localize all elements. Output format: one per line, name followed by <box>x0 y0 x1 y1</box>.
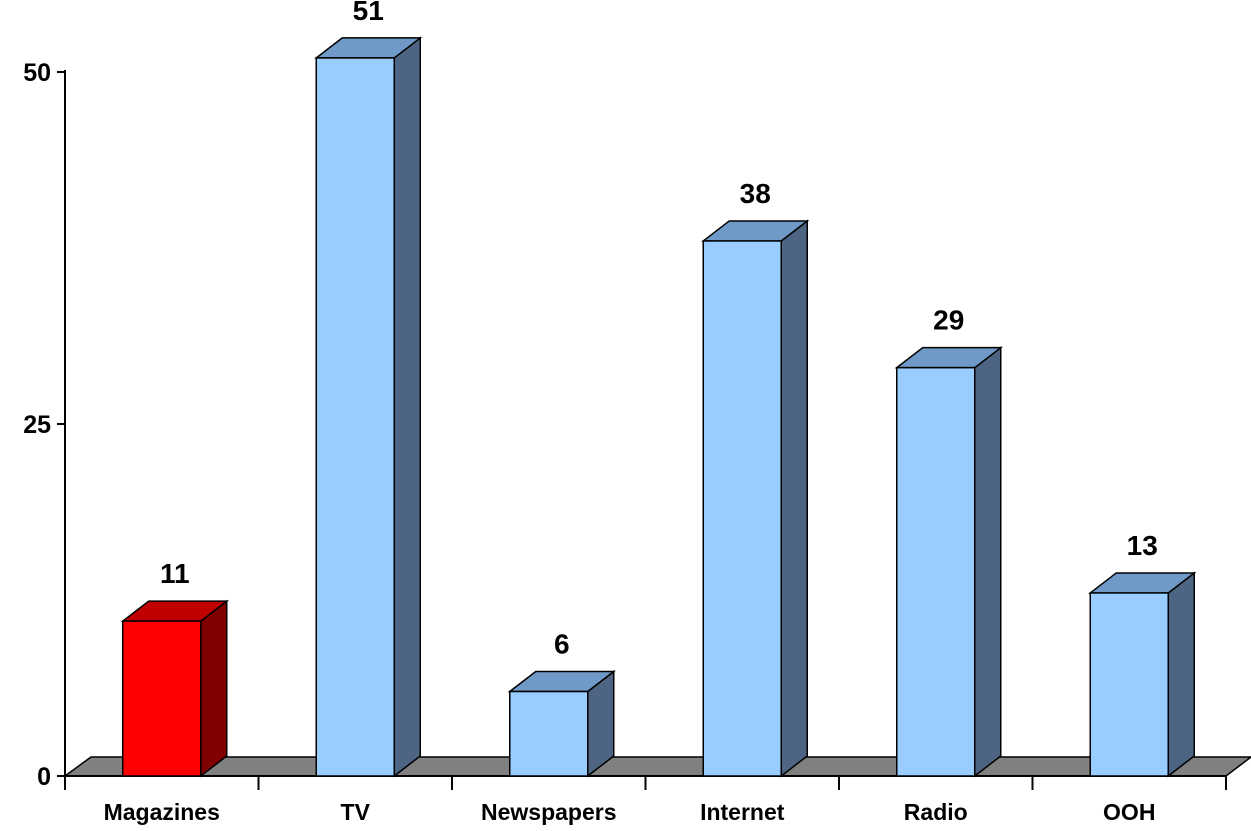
bar-side <box>393 36 421 778</box>
bar-side <box>1167 571 1195 778</box>
x-axis-ticks <box>64 776 1227 790</box>
data-label: 13 <box>1127 530 1158 561</box>
bar-front <box>122 620 202 777</box>
category-label: OOH <box>1103 799 1155 825</box>
bars <box>120 36 1197 778</box>
y-tick-label: 50 <box>23 59 51 87</box>
bar-front <box>896 366 976 777</box>
bar-newspapers <box>507 669 616 778</box>
category-labels: Magazines TV Newspapers Internet Radio OOH <box>104 799 1156 825</box>
data-label: 38 <box>740 178 771 209</box>
bar-magazines <box>120 599 229 778</box>
category-label: Newspapers <box>481 799 617 825</box>
category-label: Radio <box>904 799 968 825</box>
data-label: 51 <box>353 0 384 26</box>
bar-front <box>1089 592 1169 777</box>
bar-side <box>974 346 1002 778</box>
y-tick-label: 0 <box>37 763 51 791</box>
bar-front <box>509 690 589 777</box>
category-label: Magazines <box>104 799 220 825</box>
bar-front <box>702 240 782 777</box>
bar-tv <box>314 36 423 778</box>
y-tick-label: 25 <box>23 411 51 439</box>
bar-internet <box>701 219 810 778</box>
category-label: Internet <box>700 799 785 825</box>
bar-ooh <box>1088 571 1197 778</box>
bar-radio <box>894 346 1003 778</box>
category-label: TV <box>341 799 371 825</box>
data-label: 6 <box>554 629 570 660</box>
y-axis-ticks: 0 25 50 <box>23 59 65 791</box>
chart-floor <box>62 756 1251 777</box>
data-labels: 11 51 6 38 29 13 <box>160 0 1158 660</box>
data-label: 11 <box>160 558 190 589</box>
bar-side <box>200 599 228 778</box>
bar-front <box>315 57 395 777</box>
data-label: 29 <box>933 305 964 336</box>
bar-side <box>780 219 808 778</box>
